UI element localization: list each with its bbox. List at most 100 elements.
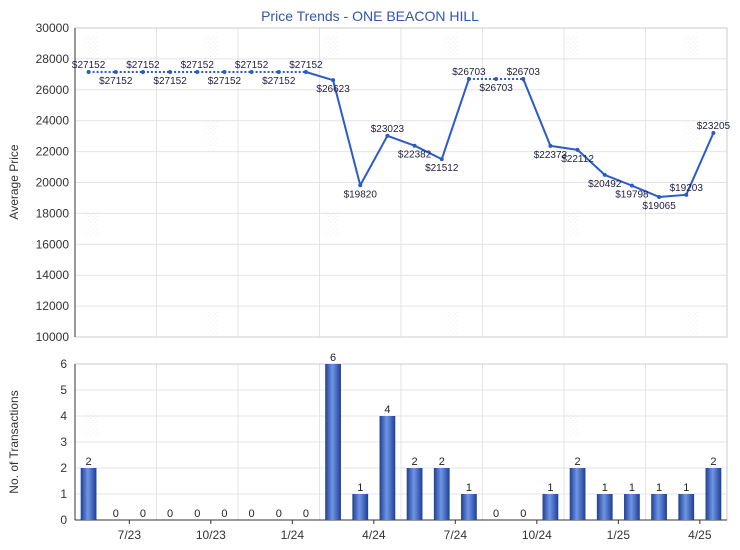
price-point [86, 70, 91, 75]
watermark: ░░░░░░░░░░░░░░░░░░ [82, 35, 698, 436]
transaction-bar [596, 494, 613, 520]
transaction-bar [461, 494, 477, 520]
price-line-segment [387, 134, 415, 147]
price-line-segment [631, 184, 660, 198]
price-line-segment [685, 132, 715, 196]
transaction-bar [352, 494, 369, 520]
price-point [358, 183, 363, 188]
transaction-count-label: 1 [357, 482, 363, 494]
price-point [629, 183, 634, 188]
price-data-label: $27152 [235, 60, 269, 71]
price-point [657, 194, 662, 199]
price-y-tick-label: 14000 [36, 268, 70, 282]
x-tick-label: 10/23 [196, 528, 226, 542]
price-line-segment [414, 144, 443, 161]
price-y-ticks: 10000 12000 14000 16000 18000 20000 22000 24000… [36, 21, 70, 344]
price-data-label: $20492 [588, 179, 622, 190]
transaction-count-label: 0 [493, 508, 499, 520]
price-point [140, 70, 145, 75]
transactions-y-tick-label: 1 [60, 487, 67, 501]
price-point [711, 130, 716, 135]
transaction-count-label: 4 [384, 404, 390, 416]
transaction-count-label: 0 [249, 508, 255, 520]
transaction-count-label: 0 [520, 508, 526, 520]
price-point [113, 70, 118, 75]
transaction-bar [651, 494, 667, 520]
transaction-count-label: 2 [575, 456, 581, 468]
price-line-segment [522, 78, 552, 147]
transaction-count-label: 0 [140, 508, 146, 520]
transaction-bar [325, 364, 341, 520]
x-tick-label: 4/25 [688, 528, 712, 542]
price-data-label: $27152 [208, 76, 242, 87]
price-data-label: $22382 [398, 150, 432, 161]
price-y-tick-label: 20000 [36, 176, 70, 190]
price-y-tick-label: 28000 [36, 52, 70, 66]
price-point [195, 70, 200, 75]
price-line-segment [440, 78, 470, 160]
transaction-count-label: 2 [439, 456, 445, 468]
watermark-mark: ░ [82, 35, 98, 61]
price-y-tick-label: 18000 [36, 206, 70, 220]
price-data-label: $23205 [697, 121, 731, 132]
price-data-label: $27152 [72, 60, 106, 71]
x-tick-label: 7/23 [118, 528, 142, 542]
price-point [548, 143, 553, 148]
price-data-label: $26703 [452, 67, 486, 78]
watermark-mark: ░ [82, 210, 98, 236]
price-y-tick-label: 12000 [36, 299, 70, 313]
price-line-segment [305, 71, 334, 82]
transaction-count-label: 0 [113, 508, 119, 520]
transaction-bar [80, 468, 97, 520]
price-y-tick-label: 22000 [36, 145, 70, 159]
watermark-mark: ░ [202, 35, 218, 61]
transactions-y-tick-label: 6 [60, 357, 67, 371]
price-point [439, 157, 444, 162]
price-point [521, 76, 526, 81]
price-point [575, 147, 580, 152]
price-data-label: $27152 [262, 76, 296, 87]
watermark-mark: ░ [682, 35, 698, 61]
price-point [276, 70, 281, 75]
transactions-y-tick-label: 5 [60, 383, 67, 397]
transaction-count-label: 1 [629, 482, 635, 494]
transactions-y-tick-label: 4 [60, 409, 67, 423]
watermark-mark: ░ [442, 310, 458, 336]
watermark-mark: ░ [442, 35, 458, 61]
price-data-label: $26703 [479, 83, 513, 94]
price-data-label: $22112 [561, 154, 594, 165]
transaction-count-label: 0 [221, 508, 227, 520]
transaction-bar [542, 494, 559, 520]
transactions-y-ticks: 0 1 2 3 4 5 6 [60, 357, 67, 527]
transaction-bar [379, 416, 396, 520]
watermark-mark: ░ [562, 210, 578, 236]
price-point [684, 192, 689, 197]
price-data-label: $26623 [316, 84, 350, 95]
price-line-segment [359, 135, 389, 186]
price-y-tick-label: 24000 [36, 114, 70, 128]
price-point [331, 78, 336, 83]
price-point [222, 70, 227, 75]
transaction-count-label: 1 [466, 482, 472, 494]
transaction-bar [433, 468, 450, 520]
price-point [249, 70, 254, 75]
price-line-segment [604, 173, 633, 187]
price-line-segment [550, 144, 578, 151]
transaction-count-label: 2 [412, 456, 418, 468]
watermark-mark: ░ [682, 120, 698, 146]
transactions-panel: 0 1 2 3 4 5 6 No. of Transactions 2 0 0 0 0 0 0 0 0 6 1 4… [7, 352, 728, 542]
price-data-labels: $27152 $27152 $27152 $27152 $27152 $27152 $271… [72, 60, 731, 212]
price-series-line [88, 71, 715, 198]
price-panel: 10000 12000 14000 16000 18000 20000 22000 24000… [7, 21, 731, 344]
price-line-segment [332, 79, 362, 186]
transactions-y-axis-label: No. of Transactions [7, 390, 21, 493]
price-point [602, 172, 607, 177]
transaction-count-label: 6 [330, 352, 336, 364]
price-y-tick-label: 16000 [36, 237, 70, 251]
watermark-mark: ░ [562, 410, 578, 436]
price-data-label: $27152 [289, 60, 323, 71]
price-line-segment [576, 149, 606, 176]
transaction-count-label: 1 [656, 482, 662, 494]
